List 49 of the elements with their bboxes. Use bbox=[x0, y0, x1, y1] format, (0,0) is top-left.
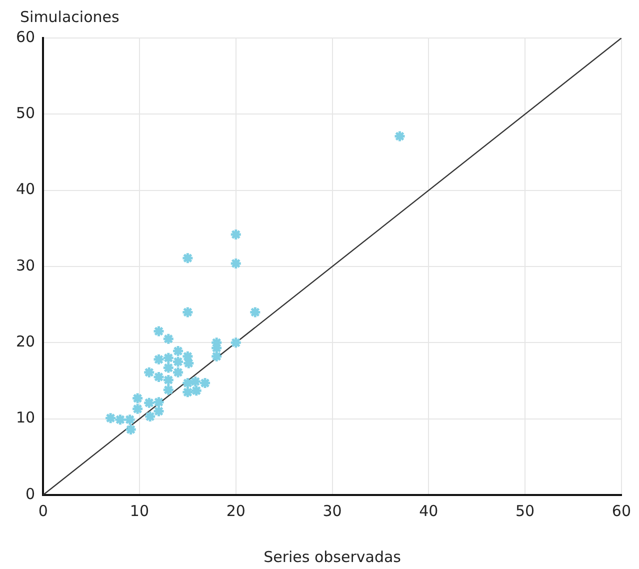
point bbox=[152, 353, 166, 366]
point bbox=[230, 336, 242, 349]
point bbox=[394, 130, 406, 143]
x-tick-label: 30 bbox=[322, 502, 342, 520]
y-tick-label: 30 bbox=[16, 256, 36, 274]
point bbox=[162, 384, 175, 396]
point bbox=[162, 332, 175, 346]
y-axis-title: Simulaciones bbox=[20, 8, 120, 26]
y-tick-label: 40 bbox=[16, 180, 36, 198]
point bbox=[162, 374, 175, 386]
point bbox=[230, 257, 242, 270]
point bbox=[189, 375, 202, 388]
point bbox=[172, 355, 184, 368]
y-tick-label: 60 bbox=[16, 28, 36, 46]
point bbox=[142, 396, 156, 410]
point bbox=[114, 413, 126, 426]
point bbox=[190, 384, 203, 397]
point bbox=[230, 228, 242, 241]
point bbox=[152, 324, 166, 338]
point bbox=[131, 392, 144, 405]
point bbox=[181, 306, 194, 318]
point bbox=[181, 376, 194, 390]
x-tick-label: 40 bbox=[419, 502, 438, 520]
point bbox=[104, 412, 117, 424]
point bbox=[198, 376, 212, 390]
point bbox=[172, 344, 184, 358]
point bbox=[131, 402, 144, 416]
point bbox=[162, 352, 175, 364]
y-tick-label: 20 bbox=[16, 332, 36, 351]
x-tick-label: 20 bbox=[226, 502, 246, 520]
point bbox=[181, 252, 194, 264]
point bbox=[181, 386, 194, 398]
y-tick-label: 50 bbox=[16, 104, 36, 122]
point bbox=[162, 362, 175, 374]
x-tick-label: 50 bbox=[516, 502, 535, 520]
point bbox=[124, 423, 138, 436]
y-tick-label: 0 bbox=[26, 484, 36, 503]
point bbox=[172, 366, 184, 379]
x-tick-label: 0 bbox=[38, 502, 48, 520]
point bbox=[144, 410, 156, 423]
point bbox=[152, 370, 166, 384]
point bbox=[124, 413, 136, 426]
point bbox=[142, 366, 156, 379]
x-axis-title: Series observadas bbox=[264, 548, 402, 566]
x-tick-label: 10 bbox=[130, 502, 150, 520]
point bbox=[210, 350, 223, 363]
y-tick-label: 10 bbox=[16, 408, 36, 427]
x-tick-label: 60 bbox=[612, 502, 632, 520]
point bbox=[248, 306, 262, 318]
